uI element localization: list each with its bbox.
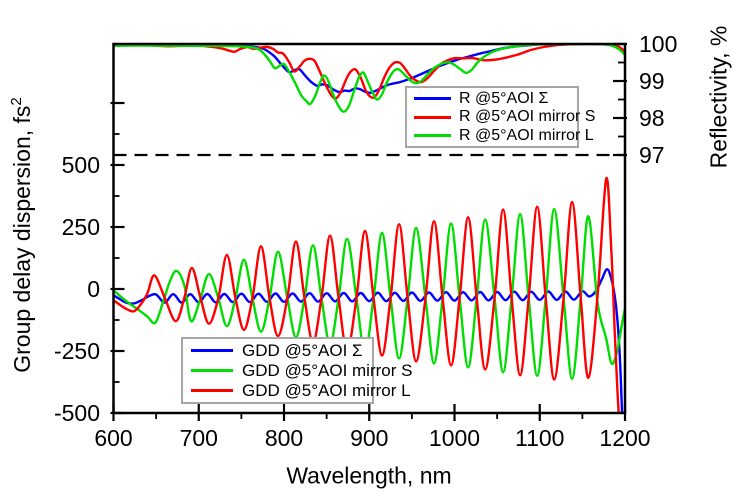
legend-item: R @5°AOI Σ — [407, 89, 577, 107]
legend-line-sample-red — [191, 389, 233, 392]
legend-line-sample-green — [414, 134, 451, 137]
x-axis-title: Wavelength, nm — [286, 462, 452, 489]
reflectivity-tick-label: 100 — [639, 31, 677, 57]
legend-gdd: GDD @5°AOI Σ GDD @5°AOI mirror S GDD @5°… — [181, 337, 412, 404]
left-axis-tick-labels: 500 250 0 -250 -500 — [54, 152, 100, 426]
legend-item-label: R @5°AOI mirror L — [459, 126, 594, 144]
x-tick-label: 900 — [350, 425, 388, 451]
legend-line-sample-blue — [414, 97, 451, 100]
legend-item: R @5°AOI mirror L — [407, 127, 594, 144]
legend-item-label: GDD @5°AOI mirror S — [242, 361, 413, 380]
left-axis-title-superscript: 2 — [8, 97, 26, 106]
gdd-tick-label: 250 — [62, 214, 100, 240]
legend-item: GDD @5°AOI mirror S — [183, 362, 412, 379]
gdd-tick-label: -500 — [54, 400, 100, 426]
x-tick-label: 1200 — [599, 425, 650, 451]
gdd-tick-label: 500 — [62, 152, 100, 178]
right-axis-tick-labels: 100 99 98 97 — [639, 31, 677, 168]
curve-r-5-aoi-mirror-l — [113, 44, 625, 113]
legend-item-label: R @5°AOI Σ — [459, 89, 549, 107]
x-axis-tick-labels: 600 700 800 900 1000 1100 1200 — [94, 425, 650, 451]
curve-gdd-5-aoi-mirror-l — [113, 177, 620, 413]
legend-line-sample-red — [414, 115, 451, 119]
legend-line-sample-blue — [191, 349, 233, 352]
legend-item: R @5°AOI mirror S — [407, 109, 595, 125]
left-axis-title-text: Group delay dispersion, fs — [8, 105, 35, 373]
reflectivity-tick-label: 97 — [639, 142, 665, 168]
legend-item-label: GDD @5°AOI Σ — [242, 341, 363, 360]
x-tick-label: 600 — [94, 425, 132, 451]
reflectivity-tick-label: 98 — [639, 105, 665, 131]
legend-item: GDD @5°AOI Σ — [183, 342, 372, 359]
x-tick-label: 800 — [265, 425, 303, 451]
gdd-tick-label: -250 — [54, 338, 100, 364]
reflectivity-tick-label: 99 — [639, 68, 665, 94]
legend-item-label: R @5°AOI mirror S — [459, 108, 596, 125]
gdd-tick-label: 0 — [87, 276, 100, 302]
legend-item-label: GDD @5°AOI mirror L — [242, 381, 411, 400]
series-curves — [113, 44, 625, 413]
left-axis-title: Group delay dispersion, fs2 — [8, 97, 36, 373]
right-axis-title: Reflectivity, % — [705, 25, 732, 169]
legend-item: GDD @5°AOI mirror L — [183, 382, 411, 399]
axis-ticks — [110, 42, 627, 421]
legend-line-sample-green — [191, 369, 233, 372]
x-tick-label: 1100 — [515, 425, 564, 451]
x-tick-label: 700 — [180, 425, 218, 451]
x-tick-label: 1000 — [429, 425, 480, 451]
legend-reflectivity: R @5°AOI Σ R @5°AOI mirror S R @5°AOI mi… — [405, 86, 595, 148]
